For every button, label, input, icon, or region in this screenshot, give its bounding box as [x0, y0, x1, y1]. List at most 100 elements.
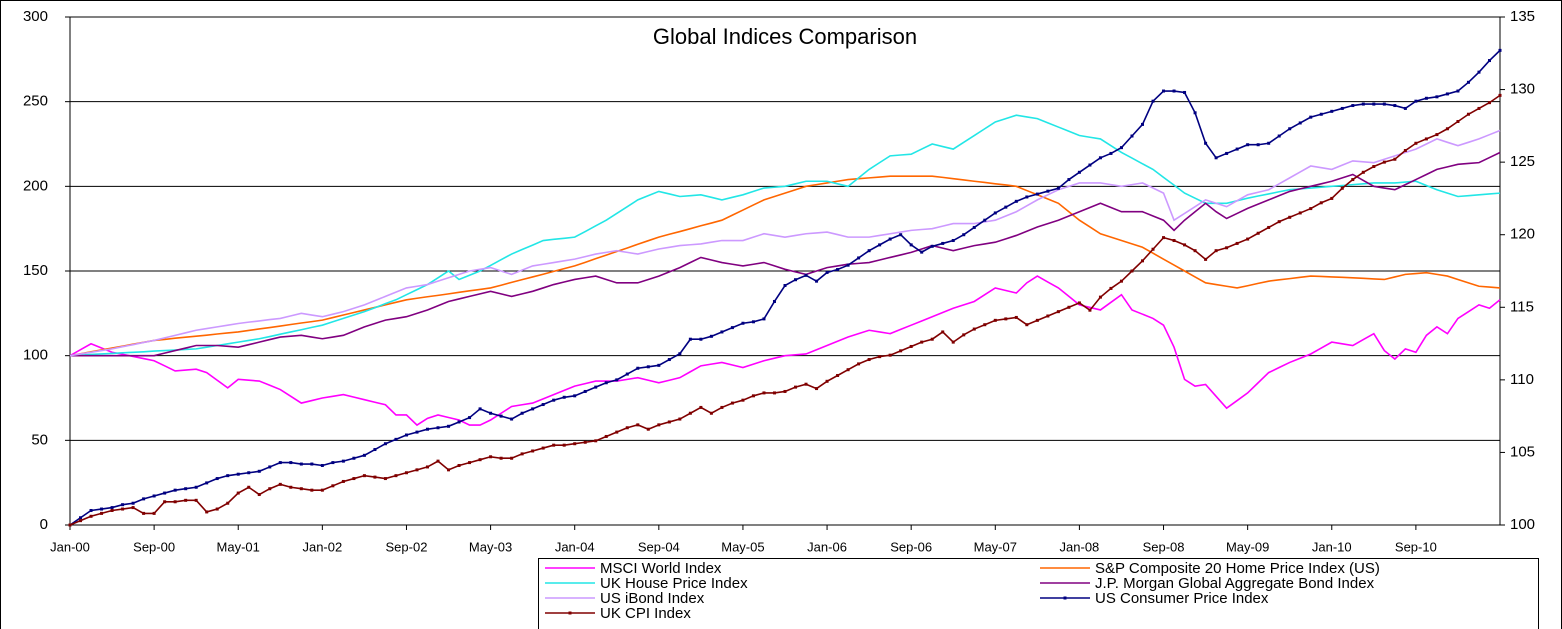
point-marker [1435, 133, 1439, 137]
legend-box [538, 558, 1539, 629]
point-marker [825, 270, 829, 274]
point-marker [362, 453, 366, 457]
y2-tick-label: 105 [1510, 443, 1535, 460]
point-marker [1141, 259, 1144, 263]
point-marker [1288, 215, 1292, 219]
point-marker [836, 374, 840, 378]
point-marker [1466, 80, 1470, 84]
point-marker [857, 256, 861, 260]
point-marker [1193, 249, 1197, 253]
legend-label: MSCI World Index [600, 560, 722, 577]
point-marker [447, 468, 451, 472]
point-marker [688, 337, 692, 341]
point-marker [688, 411, 692, 415]
point-marker [362, 474, 366, 478]
x-tick-label: Jan-08 [1060, 539, 1100, 554]
point-marker [878, 355, 882, 359]
series-line [69, 275, 1501, 427]
point-marker [247, 471, 251, 475]
point-marker [667, 358, 671, 362]
point-marker [289, 461, 293, 465]
point-marker [594, 439, 598, 443]
point-marker [1151, 99, 1155, 103]
point-marker [1246, 143, 1250, 147]
x-tick-label: Sep-08 [1143, 539, 1185, 554]
point-marker [152, 494, 156, 498]
point-marker [1330, 196, 1334, 200]
y2-tick-label: 100 [1510, 516, 1535, 533]
x-tick-label: May-07 [974, 539, 1017, 554]
point-marker [436, 459, 440, 463]
point-marker [762, 317, 766, 321]
y-tick-label: 100 [23, 347, 48, 364]
point-marker [68, 523, 72, 527]
point-marker [972, 327, 976, 331]
point-marker [173, 488, 177, 492]
legend-label: US Consumer Price Index [1095, 590, 1269, 607]
point-marker [1046, 189, 1050, 193]
x-tick-label: Sep-00 [133, 539, 175, 554]
x-tick-label: Jan-06 [807, 539, 847, 554]
point-marker [1035, 192, 1039, 196]
point-marker [163, 500, 167, 504]
point-marker [741, 321, 745, 325]
point-marker [541, 403, 545, 407]
point-marker [1382, 160, 1386, 164]
point-marker [699, 405, 703, 409]
point-marker [804, 382, 808, 386]
y-tick-label: 50 [31, 431, 48, 448]
y2-tick-label: 115 [1510, 298, 1534, 315]
point-marker [510, 417, 514, 421]
legend-label: UK House Price Index [600, 575, 748, 592]
point-marker [426, 465, 429, 469]
point-marker [394, 474, 398, 478]
point-marker [1424, 137, 1428, 141]
point-marker [1372, 164, 1376, 168]
point-marker [930, 337, 934, 341]
point-marker [436, 426, 440, 430]
point-marker [352, 477, 356, 481]
point-marker [836, 268, 840, 272]
point-marker [184, 487, 188, 491]
point-marker [1277, 220, 1281, 224]
point-marker [1046, 314, 1050, 318]
point-marker [1477, 106, 1481, 110]
point-marker [636, 366, 640, 370]
point-marker [1056, 186, 1060, 190]
point-marker [1130, 134, 1134, 138]
point-marker [226, 501, 230, 505]
point-marker [1456, 120, 1460, 124]
point-marker [783, 389, 787, 393]
point-marker [100, 507, 104, 511]
point-marker [867, 358, 871, 362]
point-marker [121, 507, 125, 511]
point-marker [1109, 286, 1113, 290]
point-marker [573, 442, 577, 446]
point-marker [331, 461, 335, 465]
point-marker [1098, 156, 1102, 160]
point-marker [562, 443, 566, 447]
x-tick-label: May-09 [1226, 539, 1269, 554]
point-marker [205, 510, 209, 514]
point-marker [299, 462, 303, 466]
series-line [69, 114, 1501, 357]
point-marker [1319, 201, 1323, 205]
point-marker [520, 452, 524, 456]
point-marker [1004, 205, 1008, 209]
point-marker [772, 391, 776, 395]
point-marker [762, 391, 766, 395]
point-marker [815, 279, 819, 283]
point-marker [920, 250, 924, 254]
point-marker [383, 442, 387, 446]
point-marker [341, 459, 345, 463]
point-marker [331, 484, 335, 488]
x-tick-label: May-05 [721, 539, 764, 554]
legend-marker [1063, 596, 1067, 600]
point-marker [1204, 141, 1208, 145]
point-marker [1498, 93, 1502, 97]
point-marker [1309, 115, 1313, 119]
y2-tick-label: 120 [1510, 226, 1535, 243]
point-marker [310, 462, 314, 466]
